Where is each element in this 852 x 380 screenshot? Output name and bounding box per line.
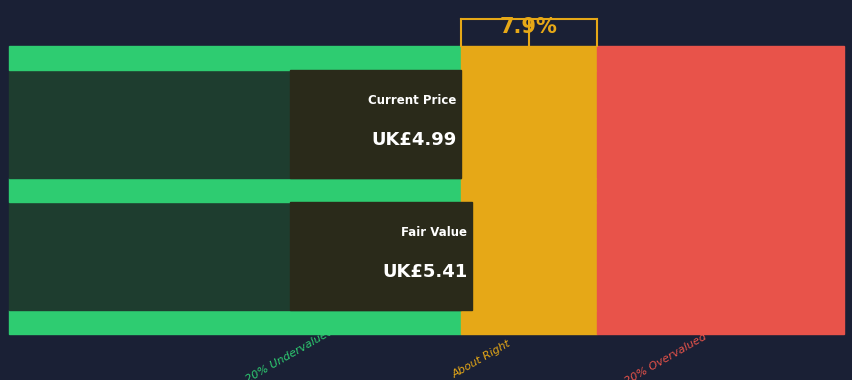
Text: 20% Overvalued: 20% Overvalued — [622, 332, 707, 380]
Bar — [596, 202, 843, 310]
Bar — [596, 310, 843, 334]
Text: 20% Undervalued: 20% Undervalued — [244, 326, 336, 380]
Text: Undervalued: Undervalued — [484, 49, 573, 62]
Bar — [460, 178, 596, 202]
Bar — [460, 202, 596, 310]
Text: Current Price: Current Price — [367, 94, 456, 107]
Bar — [9, 46, 460, 70]
Bar — [460, 70, 596, 178]
Bar — [596, 178, 843, 202]
Bar — [460, 310, 596, 334]
Text: About Right: About Right — [451, 338, 512, 380]
Bar — [9, 202, 460, 310]
Text: UK£5.41: UK£5.41 — [382, 263, 467, 281]
Bar — [290, 202, 471, 310]
Text: UK£4.99: UK£4.99 — [371, 131, 456, 149]
Bar — [596, 70, 843, 178]
Bar — [596, 46, 843, 70]
Bar — [9, 70, 460, 178]
Text: Fair Value: Fair Value — [401, 226, 467, 239]
Bar — [460, 46, 596, 70]
Bar — [9, 178, 460, 202]
Text: 7.9%: 7.9% — [499, 17, 557, 36]
Bar — [9, 310, 460, 334]
Bar — [290, 70, 460, 178]
